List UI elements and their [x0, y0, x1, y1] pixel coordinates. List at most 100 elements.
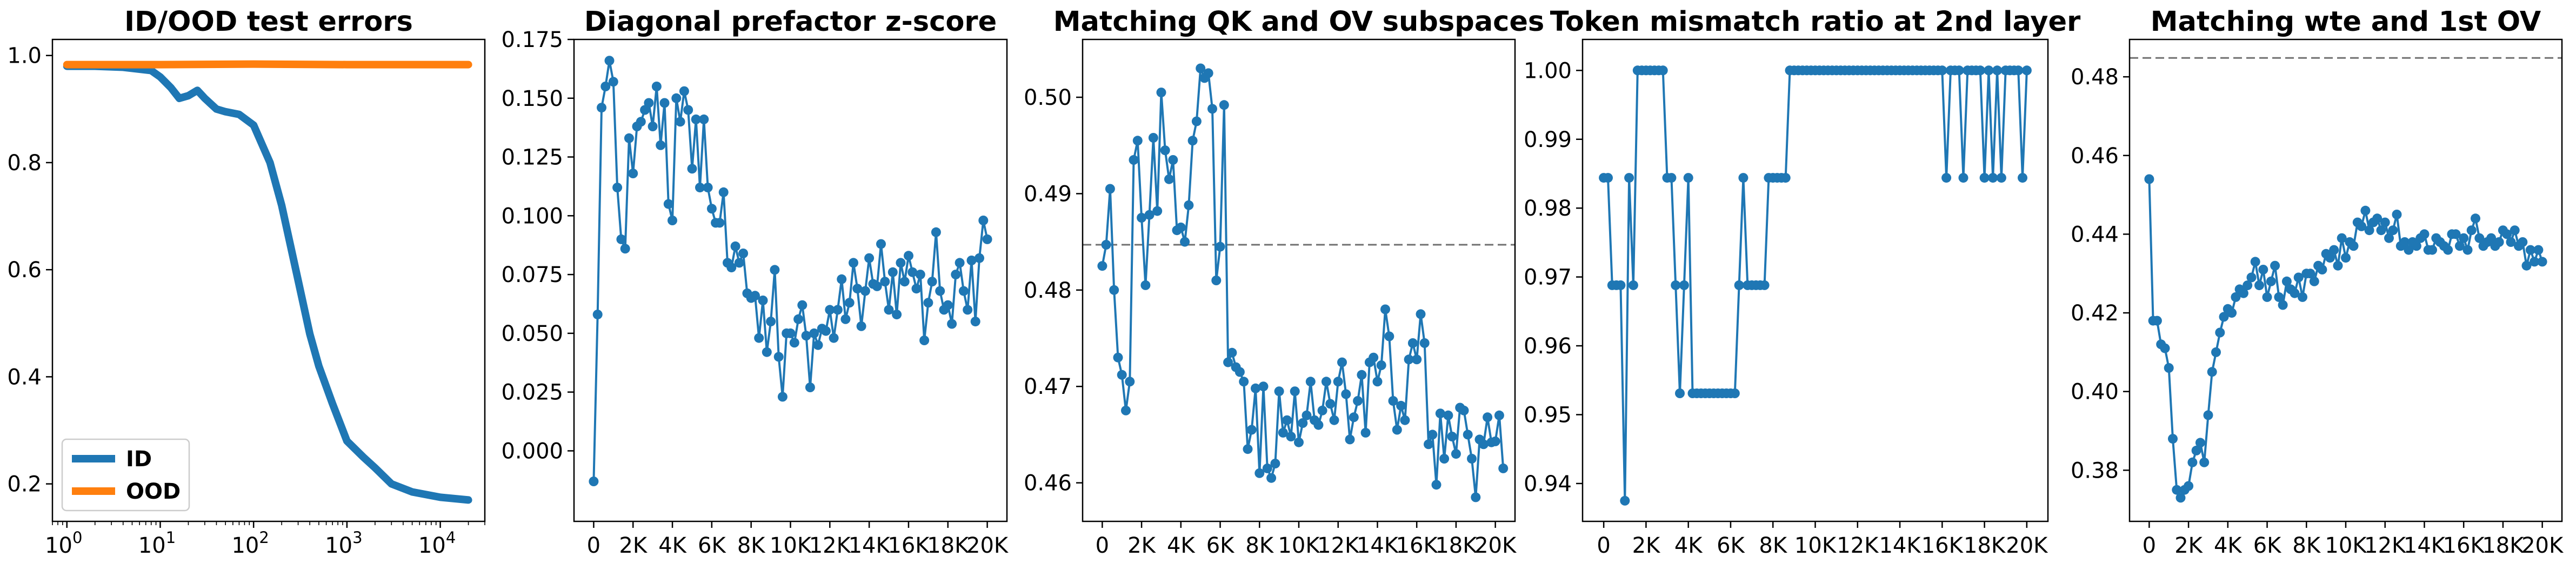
x-tick-label: 4K — [2214, 533, 2243, 558]
data-point — [1628, 280, 1638, 290]
y-tick-label: 1.00 — [1524, 58, 1572, 83]
data-point — [1396, 400, 1406, 411]
data-point — [1424, 439, 1433, 450]
series-1 — [1097, 63, 1509, 502]
x-tick-label: 20K — [2006, 533, 2048, 558]
data-point — [966, 256, 977, 265]
data-point — [644, 98, 654, 108]
y-tick-label: 0.050 — [501, 321, 563, 346]
x-tick-label: 2K — [1127, 533, 1156, 558]
data-point — [1168, 155, 1178, 165]
chart-panel-5: Matching wte and 1st OV 0.38 0.40 0.42 0.44 0… — [2071, 6, 2564, 558]
x-tick-label: 14K — [1879, 533, 1921, 558]
data-point — [1156, 88, 1166, 98]
chart-title: ID/OOD test errors — [124, 6, 413, 38]
data-point — [2451, 229, 2461, 239]
data-point — [1234, 367, 1245, 377]
data-point — [829, 333, 839, 343]
data-point — [2195, 438, 2205, 448]
data-point — [856, 321, 866, 331]
data-point — [762, 347, 772, 357]
data-point — [2404, 245, 2414, 255]
data-point — [1243, 444, 1253, 454]
x-tick-label: 6K — [2253, 533, 2282, 558]
data-point — [1431, 480, 1442, 490]
chart-panel-4: Token mismatch ratio at 2nd layer 0.94 0.9… — [1524, 6, 2080, 558]
data-point — [1958, 173, 1968, 183]
data-point — [1274, 386, 1284, 397]
data-point — [695, 183, 705, 193]
data-point — [2203, 410, 2213, 420]
data-point — [911, 284, 922, 294]
y-tick-label: 0.6 — [7, 258, 42, 283]
data-point — [1738, 173, 1749, 183]
data-point — [2227, 308, 2237, 318]
x-tick-label: 6K — [1717, 533, 1745, 558]
data-point — [852, 284, 863, 294]
data-point — [1105, 184, 1115, 194]
data-point — [2305, 269, 2315, 279]
x-tick-label: 104 — [418, 528, 456, 558]
data-point — [1435, 408, 1445, 419]
data-point — [1180, 237, 1190, 247]
data-point — [691, 114, 701, 124]
data-point — [1400, 415, 1410, 425]
y-tick-label: 0.42 — [2071, 301, 2119, 326]
data-point — [2376, 225, 2386, 236]
data-point — [880, 277, 890, 287]
data-point — [1624, 173, 1634, 183]
data-point — [805, 383, 815, 392]
data-point — [1372, 377, 1383, 387]
data-point — [1447, 432, 1457, 441]
data-point — [2329, 245, 2339, 255]
data-point — [1246, 425, 1257, 435]
x-tick-label: 101 — [138, 528, 176, 558]
data-point — [2380, 217, 2390, 227]
data-point — [1109, 285, 1119, 295]
data-point — [1160, 145, 1170, 156]
data-point — [1679, 280, 1689, 290]
data-point — [2172, 485, 2182, 495]
data-point — [2459, 233, 2469, 243]
data-point — [1376, 360, 1386, 370]
chart-panel-1: ID/OOD test errors 0.2 0.4 0.6 0.8 1.0 100 101 1… — [7, 6, 486, 558]
data-point — [963, 305, 973, 315]
data-point — [837, 274, 847, 284]
y-tick-label: 0.47 — [1024, 374, 1072, 399]
x-tick-label: 16K — [2443, 533, 2486, 558]
data-point — [1223, 357, 1233, 367]
data-point — [706, 204, 717, 214]
series-line — [63, 60, 472, 69]
x-tick-label: 0 — [587, 533, 600, 558]
data-point — [2021, 65, 2032, 76]
data-point — [777, 392, 788, 402]
x-tick-label: 0 — [1597, 533, 1610, 558]
data-point — [2348, 241, 2359, 251]
x-tick-label: 10K — [770, 533, 812, 558]
data-point — [1451, 449, 1461, 459]
data-point — [2309, 276, 2319, 286]
data-point — [2219, 312, 2229, 322]
data-point — [915, 270, 925, 280]
data-point — [2152, 316, 2162, 326]
data-point — [1211, 276, 1222, 285]
data-point — [1345, 434, 1355, 445]
data-point — [789, 338, 799, 348]
y-tick-label: 0.8 — [7, 151, 42, 176]
x-tick-label: 102 — [231, 528, 269, 558]
data-point — [1294, 437, 1304, 447]
y-tick-label: 0.46 — [2071, 144, 2119, 169]
chart-panel-3: Matching QK and OV subspaces 0.46 0.47 0.48… — [1024, 6, 1544, 558]
x-tick-label: 2K — [2174, 533, 2203, 558]
data-point — [1490, 436, 1500, 446]
data-point — [612, 183, 623, 193]
data-point — [2293, 272, 2304, 283]
series-1 — [589, 56, 992, 486]
data-point — [840, 314, 851, 324]
data-point — [1152, 206, 1163, 216]
data-point — [1262, 463, 1272, 473]
data-point — [1360, 427, 1371, 438]
data-point — [1125, 377, 1135, 387]
data-point — [1184, 200, 1194, 210]
